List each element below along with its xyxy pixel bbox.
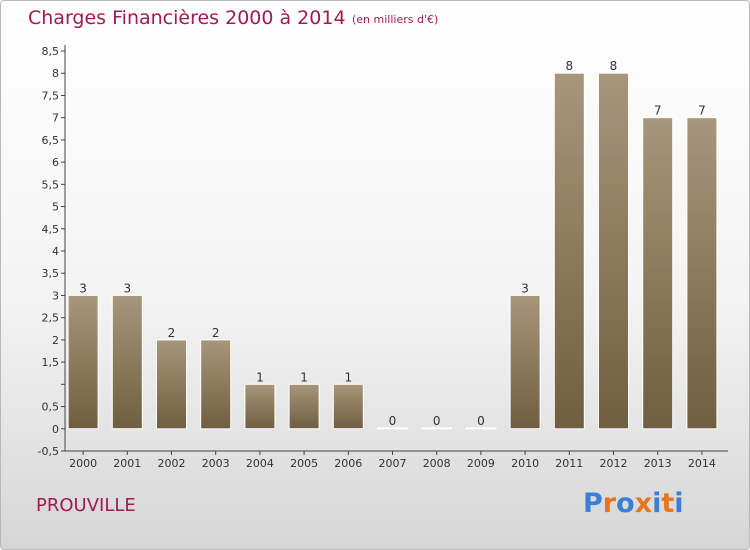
commune-name: PROUVILLE <box>36 495 136 516</box>
y-tick-label: 2,5 <box>42 312 60 325</box>
data-label-2000: 3 <box>79 281 87 295</box>
x-tick-label-2002: 2002 <box>158 457 186 470</box>
y-tick-label: 4,5 <box>42 223 60 236</box>
x-tick-label-2003: 2003 <box>202 457 230 470</box>
chart-unit-label: (en milliers d'€) <box>352 13 439 26</box>
bar-2011 <box>553 72 585 430</box>
bar-2000 <box>67 294 99 430</box>
logo-letter: r <box>602 488 617 519</box>
logo-letter: o <box>616 488 635 519</box>
x-tick-label-2004: 2004 <box>246 457 274 470</box>
bar-2013 <box>642 117 674 430</box>
y-tick-label: 3,5 <box>42 267 60 280</box>
bar-2004 <box>244 383 276 430</box>
bar-2006 <box>332 383 364 430</box>
y-tick-label: -0,5 <box>38 445 59 458</box>
data-label-2011: 8 <box>565 59 573 73</box>
x-tick-label-2010: 2010 <box>511 457 539 470</box>
y-tick-label: 6 <box>52 156 59 169</box>
data-label-2003: 2 <box>212 326 220 340</box>
y-tick-label: 2 <box>52 334 59 347</box>
x-tick-label-2006: 2006 <box>334 457 362 470</box>
x-tick-label-2014: 2014 <box>688 457 716 470</box>
y-tick-label: 5 <box>52 201 59 214</box>
y-tick-label: 7 <box>52 112 59 125</box>
data-label-2005: 1 <box>300 370 308 384</box>
bar-2009 <box>465 427 497 430</box>
bar-2012 <box>598 72 629 430</box>
data-label-2013: 7 <box>654 104 662 118</box>
data-label-2009: 0 <box>477 414 485 428</box>
data-label-2006: 1 <box>344 370 352 384</box>
y-tick-label: 8 <box>52 67 59 80</box>
data-label-2002: 2 <box>168 326 176 340</box>
bar-2001 <box>111 294 143 430</box>
x-tick-label-2000: 2000 <box>69 457 97 470</box>
chart-title: Charges Financières 2000 à 2014 <box>28 7 346 29</box>
y-tick-label: 8,5 <box>42 45 60 58</box>
y-tick-label: 4 <box>52 245 59 258</box>
data-label-2010: 3 <box>521 281 529 295</box>
y-tick-label: 3 <box>52 289 59 302</box>
x-tick-label-2007: 2007 <box>379 457 407 470</box>
logo-letter: x <box>634 488 653 519</box>
y-tick-label: 0,5 <box>42 401 60 414</box>
bar-2005 <box>288 383 320 430</box>
x-tick-label-2008: 2008 <box>423 457 451 470</box>
data-label-2014: 7 <box>698 104 706 118</box>
bar-2002 <box>156 339 187 430</box>
bar-2014 <box>686 117 718 430</box>
y-tick-label: 5,5 <box>42 178 60 191</box>
x-tick-label-2012: 2012 <box>600 457 628 470</box>
x-tick-label-2011: 2011 <box>555 457 583 470</box>
bar-2008 <box>421 427 453 430</box>
data-label-2001: 3 <box>123 281 131 295</box>
logo-letter: t <box>661 488 675 519</box>
x-tick-label-2009: 2009 <box>467 457 495 470</box>
y-tick-label: 0 <box>52 423 59 436</box>
bar-2010 <box>509 294 541 430</box>
data-label-2012: 8 <box>610 59 618 73</box>
data-label-2007: 0 <box>389 414 397 428</box>
logo-letter: i <box>652 488 662 519</box>
data-label-2004: 1 <box>256 370 264 384</box>
bar-2003 <box>200 339 232 430</box>
data-label-2008: 0 <box>433 414 441 428</box>
y-tick-label: 1,5 <box>42 356 60 369</box>
y-tick-label: 6,5 <box>42 134 60 147</box>
x-tick-label-2005: 2005 <box>290 457 318 470</box>
y-tick-label: 7,5 <box>42 89 60 102</box>
x-tick-label-2013: 2013 <box>644 457 672 470</box>
logo-letter: P <box>583 488 603 519</box>
bar-2007 <box>377 427 408 430</box>
proxiti-logo[interactable]: Proxiti <box>583 488 684 519</box>
x-tick-label-2001: 2001 <box>113 457 141 470</box>
logo-letter: i <box>674 488 684 519</box>
